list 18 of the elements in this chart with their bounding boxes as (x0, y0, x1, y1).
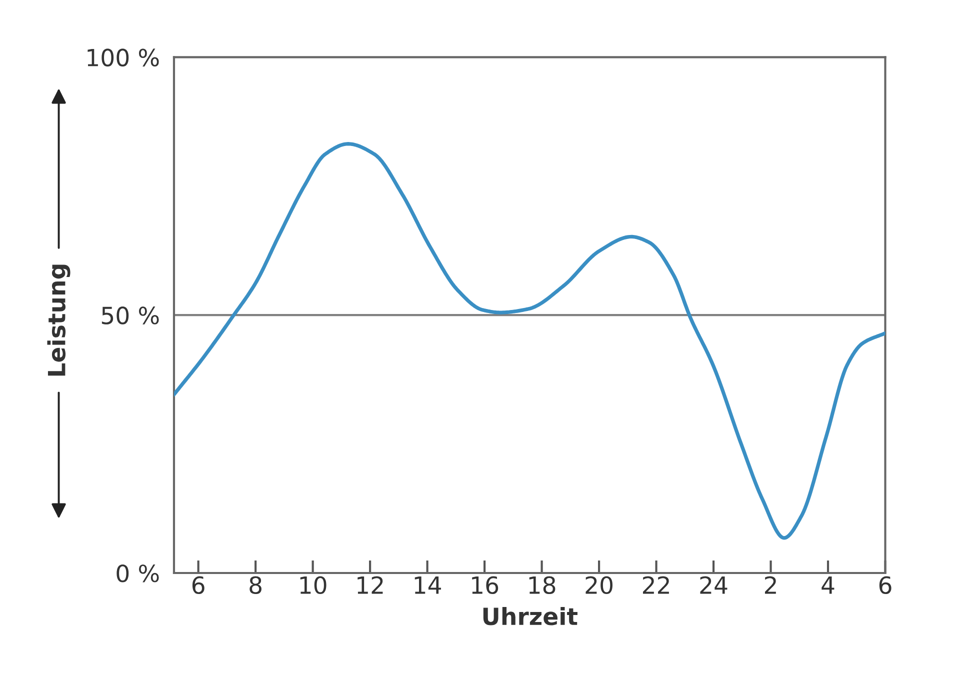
x-tick-label: 24 (700, 576, 728, 594)
x-axis-title: Uhrzeit (483, 606, 578, 626)
x-tick-label: 16 (472, 576, 498, 594)
y-tick-label: 100 % (88, 48, 159, 67)
x-tick-label: 18 (529, 576, 556, 594)
x-tick-label: 6 (879, 576, 892, 594)
y-axis-title: Leistung (47, 264, 70, 376)
x-tick-label: 6 (192, 576, 204, 594)
x-tick-label: 14 (414, 576, 441, 594)
x-tick-label: 8 (250, 576, 262, 594)
y-tick-label: 0 % (116, 564, 159, 582)
x-tick-label: 10 (300, 576, 326, 594)
x-tick-label: 22 (642, 576, 669, 594)
x-tick-label: 20 (586, 576, 612, 594)
y-tick-label: 50 % (102, 306, 159, 324)
x-tick-label: 12 (358, 576, 383, 594)
x-tick-label: 2 (764, 576, 776, 594)
x-tick-label: 4 (822, 576, 834, 594)
